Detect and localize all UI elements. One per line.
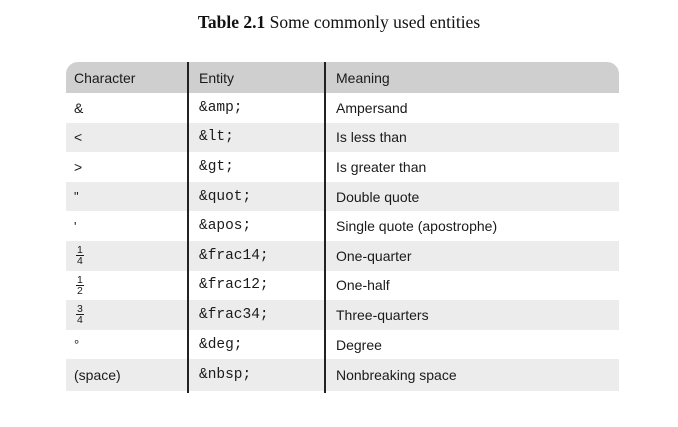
cell-entity: &frac34; bbox=[199, 306, 269, 323]
cell-character: (space) bbox=[74, 367, 121, 384]
cell-meaning: One-half bbox=[336, 277, 390, 294]
cell-character: 1 2 bbox=[74, 271, 184, 301]
caption-label: Table 2.1 bbox=[197, 12, 266, 32]
table-row: 3 4 &frac34; Three-quarters bbox=[66, 300, 619, 330]
cell-entity: &lt; bbox=[199, 129, 234, 146]
cell-character: & bbox=[74, 99, 84, 116]
cell-meaning: Is greater than bbox=[336, 158, 427, 175]
cell-meaning: Nonbreaking space bbox=[336, 367, 457, 384]
table-row: ' &apos; Single quote (apostrophe) bbox=[66, 211, 619, 241]
table-row: & &amp; Ampersand bbox=[66, 93, 619, 123]
fraction-numerator: 1 bbox=[76, 273, 84, 286]
fraction-glyph: 1 4 bbox=[76, 244, 84, 268]
cell-meaning: Is less than bbox=[336, 129, 407, 146]
header-entity: Entity bbox=[199, 69, 235, 86]
entities-table: Character Entity Meaning & &amp; Ampersa… bbox=[66, 62, 619, 393]
fraction-denominator: 4 bbox=[77, 255, 83, 268]
cell-meaning: Ampersand bbox=[336, 99, 408, 116]
cell-entity: &gt; bbox=[199, 158, 234, 175]
fraction-glyph: 1 2 bbox=[76, 275, 84, 296]
header-meaning: Meaning bbox=[336, 69, 390, 86]
fraction-glyph: 3 4 bbox=[76, 303, 84, 327]
cell-entity: &quot; bbox=[199, 188, 252, 205]
cell-entity: &deg; bbox=[199, 336, 243, 353]
cell-meaning: Three-quarters bbox=[336, 306, 429, 323]
table-row: ° &deg; Degree bbox=[66, 330, 619, 360]
cell-entity: &amp; bbox=[199, 99, 243, 116]
cell-entity: &frac12; bbox=[199, 277, 269, 294]
fraction-denominator: 4 bbox=[77, 314, 83, 327]
fraction-numerator: 1 bbox=[76, 244, 84, 257]
cell-entity: &frac14; bbox=[199, 247, 269, 264]
table-row: 1 4 &frac14; One-quarter bbox=[66, 240, 619, 271]
cell-character: ° bbox=[74, 337, 80, 353]
table-row: 1 2 &frac12; One-half bbox=[66, 271, 619, 301]
fraction-numerator: 3 bbox=[76, 303, 84, 316]
cell-meaning: Double quote bbox=[336, 188, 420, 205]
cell-meaning: One-quarter bbox=[336, 247, 412, 264]
fraction-denominator: 2 bbox=[77, 284, 83, 297]
caption-text: Some commonly used entities bbox=[265, 12, 481, 32]
table-row: < &lt; Is less than bbox=[66, 122, 619, 153]
cell-character: > bbox=[74, 158, 83, 175]
cell-character: ' bbox=[74, 218, 77, 234]
header-character: Character bbox=[74, 69, 136, 86]
cell-entity: &nbsp; bbox=[199, 367, 252, 384]
column-divider bbox=[187, 62, 189, 393]
cell-entity: &apos; bbox=[199, 218, 252, 235]
table-header: Character Entity Meaning bbox=[66, 62, 619, 93]
table-row: (space) &nbsp; Nonbreaking space bbox=[66, 359, 619, 392]
table-caption: Table 2.1 Some commonly used entities bbox=[0, 12, 678, 33]
cell-character: 3 4 bbox=[74, 300, 184, 330]
table-row: > &gt; Is greater than bbox=[66, 152, 619, 182]
cell-meaning: Degree bbox=[336, 336, 382, 353]
cell-character: < bbox=[74, 129, 83, 146]
cell-character: 1 4 bbox=[74, 241, 184, 271]
cell-meaning: Single quote (apostrophe) bbox=[336, 218, 498, 235]
column-divider bbox=[324, 62, 326, 393]
table-row: " &quot; Double quote bbox=[66, 181, 619, 212]
cell-character: " bbox=[74, 189, 79, 205]
